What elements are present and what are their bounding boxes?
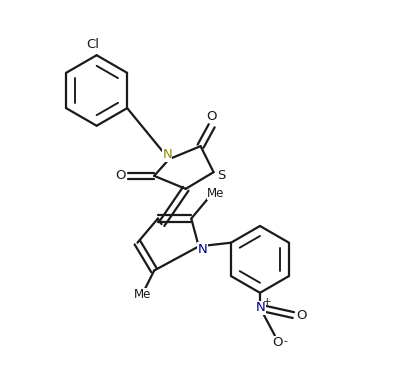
Text: N: N <box>162 148 172 161</box>
Text: O: O <box>272 337 283 349</box>
Text: Cl: Cl <box>87 37 99 50</box>
Text: O: O <box>115 169 125 183</box>
Text: O: O <box>206 110 217 123</box>
Text: O: O <box>296 309 307 322</box>
Text: N: N <box>198 243 207 256</box>
Text: N: N <box>256 301 265 314</box>
Text: -: - <box>283 336 287 346</box>
Text: S: S <box>217 169 225 182</box>
Text: Me: Me <box>207 187 225 200</box>
Text: +: + <box>263 297 272 307</box>
Text: Me: Me <box>134 288 152 301</box>
